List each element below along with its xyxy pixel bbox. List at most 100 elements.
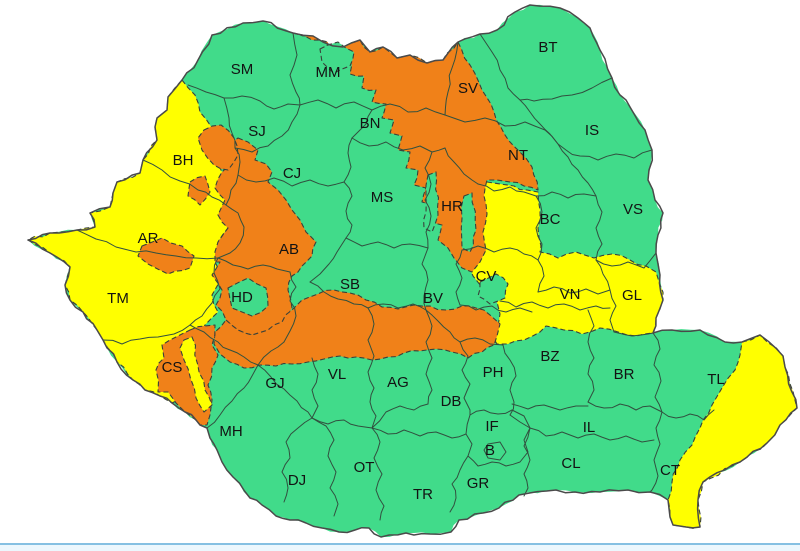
- alert-zone-green-pocket-hr-2: [460, 192, 477, 253]
- county-border-68: [652, 332, 663, 413]
- county-label-AR: AR: [138, 230, 159, 247]
- county-border-28: [367, 303, 427, 311]
- county-border-0: [187, 84, 301, 110]
- county-border-60: [311, 417, 373, 429]
- county-border-67: [587, 401, 663, 413]
- county-label-BT: BT: [538, 39, 557, 56]
- county-label-SJ: SJ: [248, 123, 266, 140]
- alert-zone-orange-bh-1: [197, 124, 239, 171]
- county-label-HD: HD: [231, 289, 253, 306]
- county-border-26: [309, 237, 347, 283]
- county-label-BN: BN: [360, 115, 381, 132]
- county-label-MS: MS: [371, 189, 394, 206]
- county-label-BR: BR: [614, 366, 635, 383]
- county-border-4: [223, 97, 236, 149]
- county-border-24: [345, 237, 429, 249]
- county-border-56: [257, 364, 313, 419]
- county-label-CL: CL: [561, 455, 580, 472]
- county-label-BH: BH: [173, 152, 194, 169]
- county-label-GJ: GJ: [265, 375, 284, 392]
- county-border-52: [502, 344, 517, 416]
- county-border-34: [519, 99, 559, 145]
- county-label-VN: VN: [560, 286, 581, 303]
- county-label-GL: GL: [622, 287, 642, 304]
- county-label-CS: CS: [162, 359, 183, 376]
- county-border-74: [371, 427, 467, 439]
- county-border-13: [189, 324, 231, 351]
- county-border-40: [535, 195, 545, 293]
- county-border-36: [557, 143, 653, 161]
- county-label-MH: MH: [219, 423, 242, 440]
- county-label-IL: IL: [583, 419, 596, 436]
- county-border-50: [425, 309, 461, 343]
- county-label-DB: DB: [441, 393, 462, 410]
- country-outline: [27, 4, 798, 538]
- county-border-27: [309, 281, 369, 309]
- county-border-62: [459, 341, 471, 416]
- county-border-20: [343, 137, 353, 183]
- alert-zone-green-pocket-hr-1: [423, 171, 440, 233]
- county-label-CJ: CJ: [283, 165, 301, 182]
- county-label-PH: PH: [483, 364, 504, 381]
- county-label-AB: AB: [279, 241, 299, 258]
- county-border-69: [661, 409, 715, 421]
- county-border-15: [229, 349, 259, 366]
- county-border-25: [424, 151, 433, 249]
- county-border-43: [595, 259, 611, 291]
- county-border-71: [529, 427, 655, 443]
- county-border-49: [459, 304, 533, 313]
- county-border-70: [649, 411, 663, 493]
- county-label-SV: SV: [458, 80, 478, 97]
- county-label-IS: IS: [585, 122, 599, 139]
- county-label-NT: NT: [508, 147, 528, 164]
- alert-zone-green-pocket-cv: [477, 273, 509, 305]
- county-border-10: [76, 229, 219, 260]
- county-border-59: [371, 427, 385, 521]
- county-label-OT: OT: [354, 459, 375, 476]
- county-label-AG: AG: [387, 374, 409, 391]
- alert-zone-yellow-cs-stripe: [179, 336, 213, 413]
- county-border-72: [523, 427, 531, 497]
- county-border-55: [311, 357, 319, 419]
- county-border-53: [425, 309, 433, 405]
- county-border-57: [281, 417, 313, 503]
- county-border-35: [557, 143, 597, 197]
- county-border-8: [142, 159, 227, 206]
- county-border-44: [609, 289, 617, 333]
- county-label-TM: TM: [107, 290, 129, 307]
- county-border-12: [102, 324, 191, 345]
- county-border-1: [289, 32, 301, 106]
- county-border-11: [189, 257, 221, 326]
- county-label-VL: VL: [328, 366, 346, 383]
- county-label-TL: TL: [707, 371, 725, 388]
- county-label-MM: MM: [316, 64, 341, 81]
- county-label-HR: HR: [441, 198, 463, 215]
- county-border-19: [237, 174, 345, 187]
- county-border-46: [613, 331, 654, 337]
- county-label-VS: VS: [623, 201, 643, 218]
- county-label-BV: BV: [423, 290, 443, 307]
- county-border-29: [421, 247, 429, 311]
- county-border-41: [595, 252, 657, 269]
- county-border-65: [511, 403, 589, 411]
- alert-zone-orange-ar: [137, 237, 195, 275]
- county-border-48: [455, 249, 463, 306]
- county-border-73: [449, 455, 469, 513]
- county-border-30: [444, 147, 479, 185]
- county-border-64: [483, 441, 507, 461]
- county-border-14: [206, 364, 259, 429]
- county-border-32: [479, 33, 521, 101]
- county-label-SM: SM: [231, 61, 254, 78]
- county-border-37: [477, 183, 537, 197]
- county-border-45: [499, 300, 611, 311]
- county-border-75: [509, 414, 531, 429]
- county-label-DJ: DJ: [288, 472, 306, 489]
- county-border-5: [234, 104, 301, 153]
- county-border-63: [465, 409, 531, 467]
- county-border-18: [257, 341, 285, 366]
- county-label-IF: IF: [485, 418, 498, 435]
- county-border-61: [371, 403, 429, 429]
- county-border-58: [311, 417, 339, 517]
